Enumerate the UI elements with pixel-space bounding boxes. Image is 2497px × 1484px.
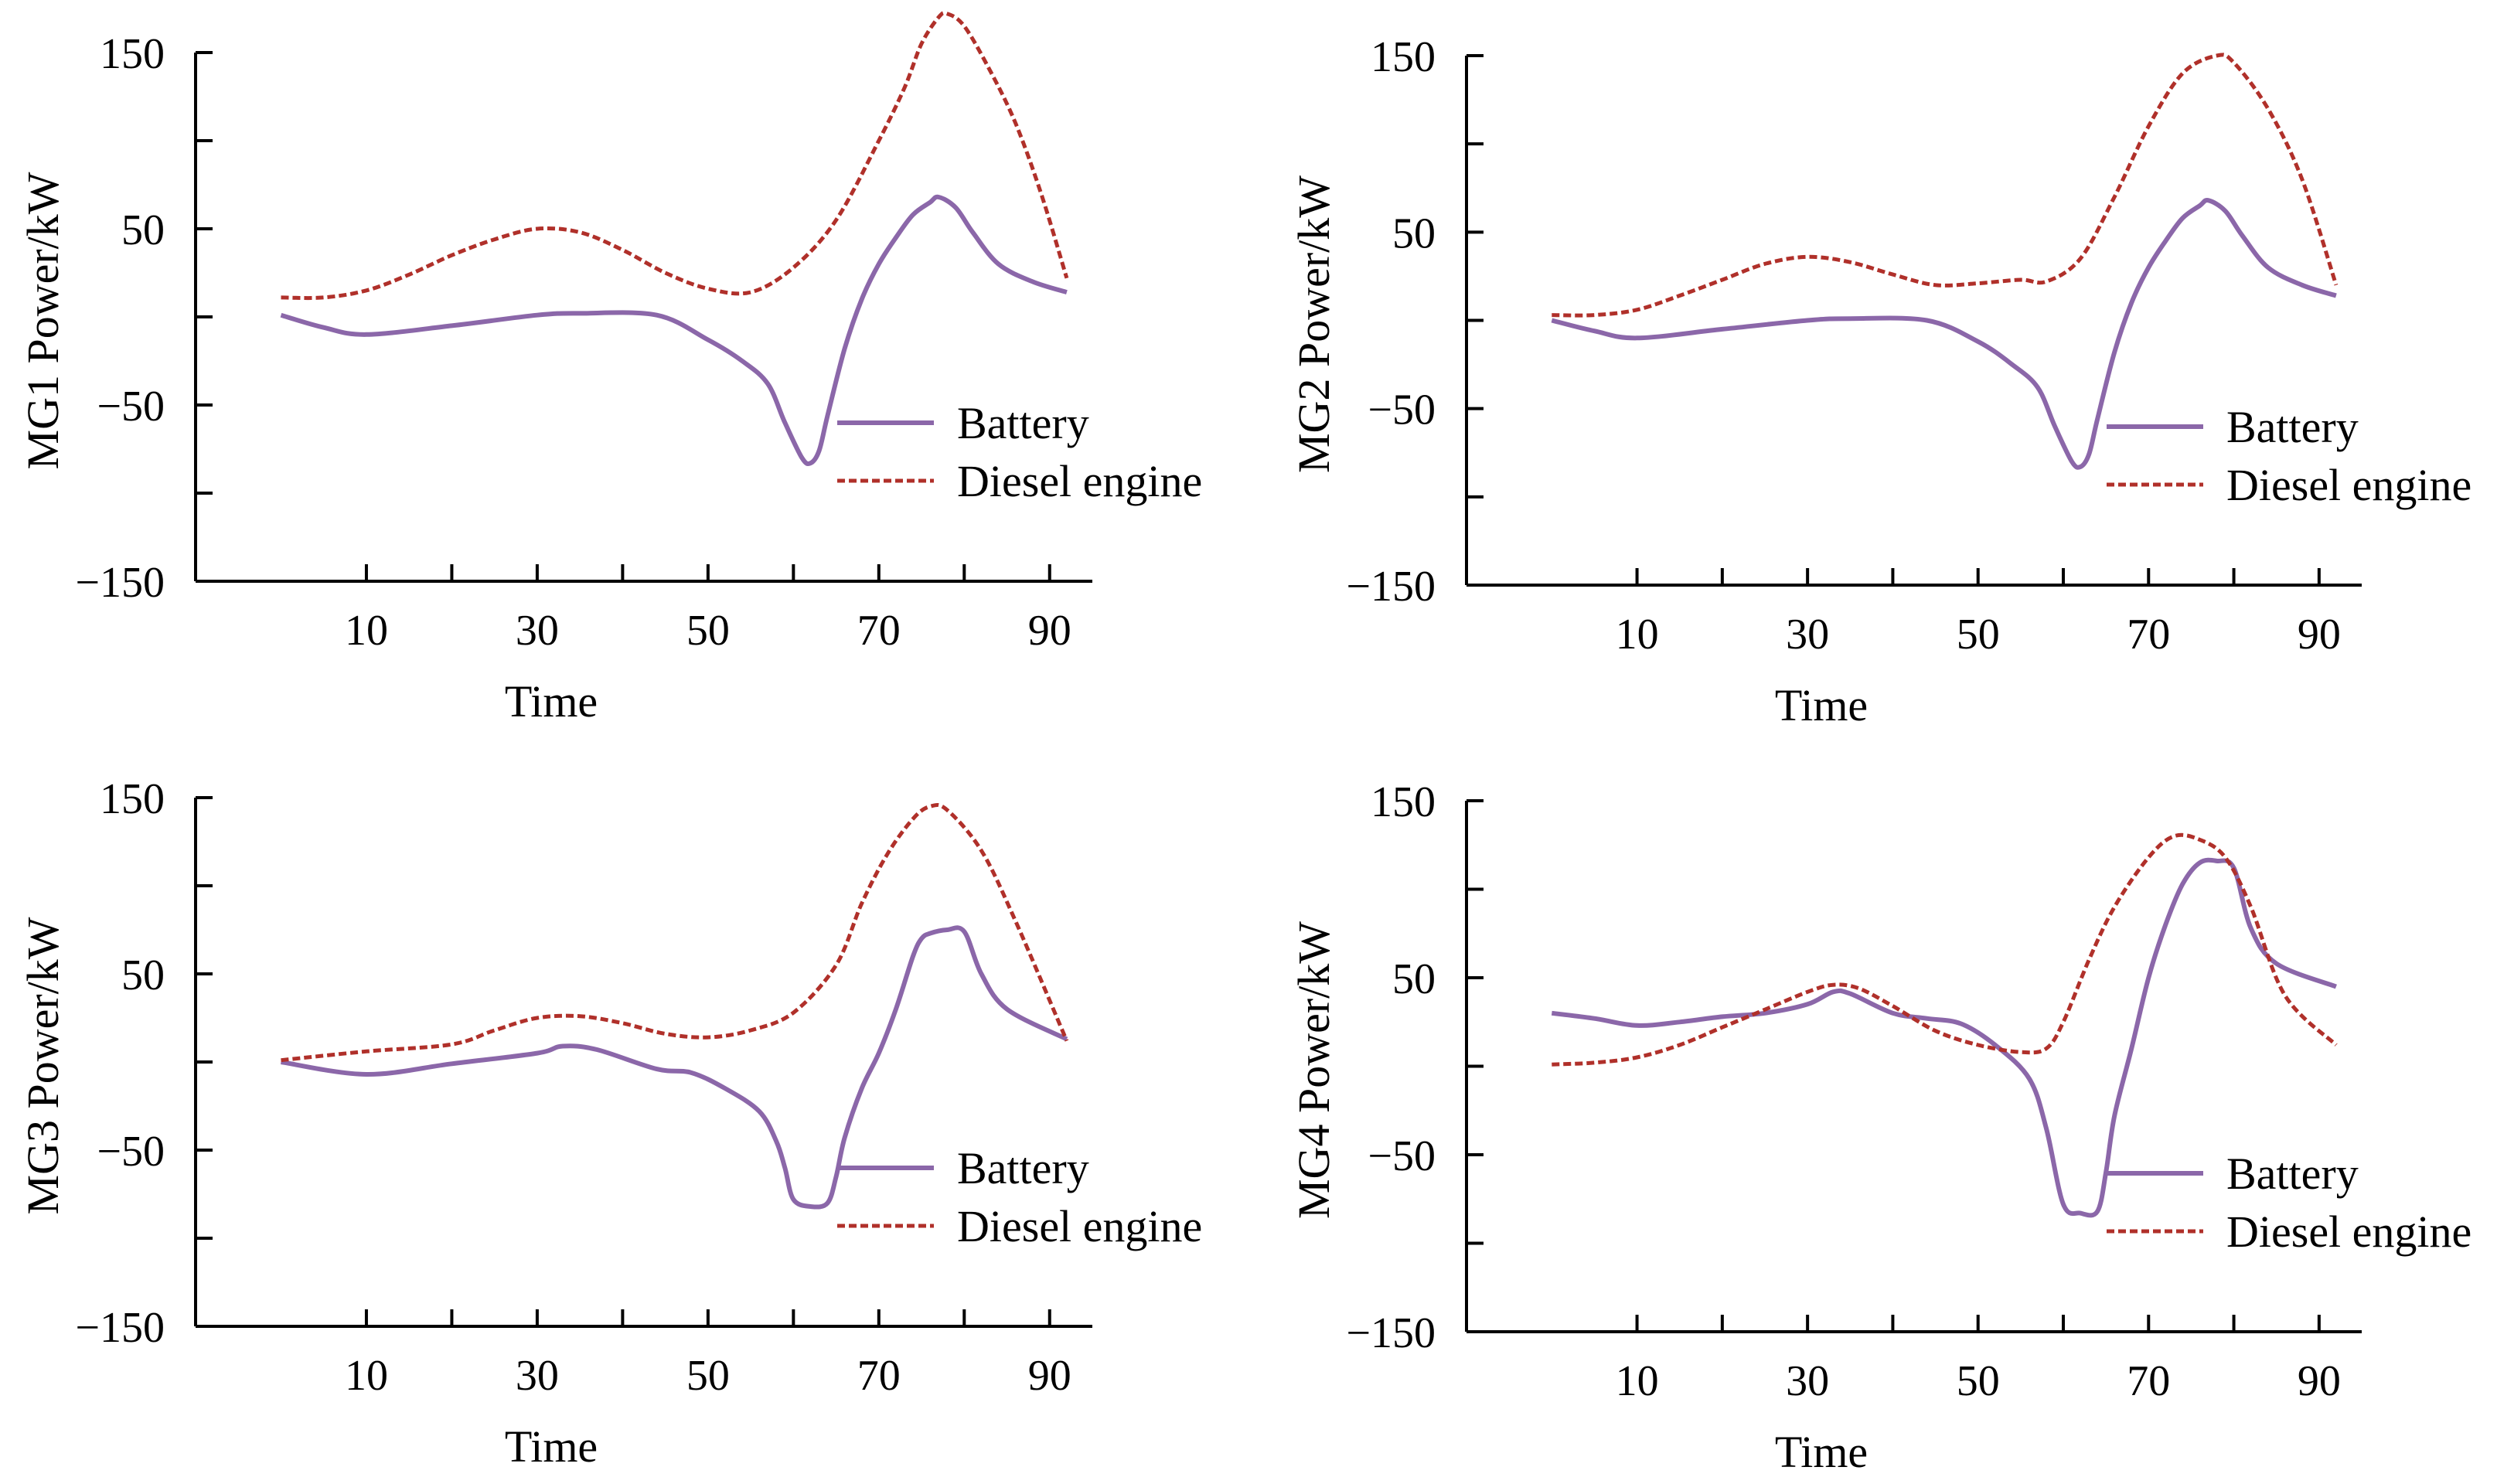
y-tick-label: −150 [1346,1309,1436,1357]
diesel-engine-series-line [1552,832,2338,1067]
x-tick-label: 90 [1028,1352,1071,1400]
x-tick-label: 10 [1616,611,1659,659]
y-tick-label: 50 [1392,209,1436,257]
y-tick-label: 150 [1371,778,1436,826]
diesel-engine-series-line [281,802,1069,1063]
battery-series-line [1551,198,2337,470]
y-tick-label: −50 [1368,1132,1436,1180]
y-tick-label: 150 [100,775,165,823]
chart-panel-mg2: −150 −50 50 150 10 30 50 70 90 Time MG2 Power/kW Ba… [1289,33,2471,730]
x-tick-label: 90 [1028,607,1071,655]
x-tick-label: 30 [1786,1357,1829,1405]
x-axis-label: Time [505,676,598,727]
y-tick-label: 50 [121,206,165,254]
y-tick-label: −150 [75,559,165,607]
y-axis-label: MG2 Power/kW [1289,175,1339,473]
x-tick-label: 50 [1957,611,2000,659]
y-axis-label: MG3 Power/kW [18,917,68,1214]
x-tick-label: 90 [2298,611,2341,659]
chart-panel-mg3: −150 −50 50 150 10 30 50 70 90 Time MG3 Power/kW Ba… [18,775,1202,1472]
legend-label: Battery [957,1143,1089,1193]
x-axis-label: Time [505,1421,598,1472]
y-axis-label: MG4 Power/kW [1289,921,1339,1219]
x-tick-label: 30 [1786,611,1829,659]
x-axis-label: Time [1775,1427,1868,1477]
x-tick-label: 50 [1957,1357,2000,1405]
legend-label: Battery [2226,402,2359,452]
x-tick-label: 10 [345,607,388,655]
x-tick-label: 30 [516,1352,559,1400]
x-tick-label: 70 [857,607,901,655]
battery-series-line [1551,857,2337,1218]
y-tick-label: −150 [1346,563,1436,611]
x-tick-label: 70 [2127,611,2170,659]
y-tick-label: 50 [1392,955,1436,1003]
y-tick-label: −50 [97,383,165,431]
x-tick-label: 70 [2127,1357,2170,1405]
y-tick-label: −50 [1368,386,1436,434]
diesel-engine-series-line [1552,53,2339,318]
x-tick-label: 50 [686,1352,730,1400]
legend-label: Diesel engine [2226,460,2471,510]
legend-label: Battery [2226,1149,2359,1199]
legend-label: Battery [957,398,1089,448]
diesel-engine-series-line [281,11,1069,301]
battery-series-line [281,925,1068,1210]
x-tick-label: 90 [2298,1357,2341,1405]
x-tick-label: 10 [345,1352,388,1400]
y-tick-label: 150 [100,30,165,78]
battery-series-line [280,194,1068,467]
y-tick-label: 50 [121,951,165,999]
y-tick-label: −150 [75,1304,165,1352]
legend-label: Diesel engine [957,456,1202,506]
chart-panel-mg1: −150 −50 50 150 10 30 50 70 90 Time MG1 Power/kW Ba… [18,11,1202,727]
x-tick-label: 30 [516,607,559,655]
x-tick-label: 10 [1616,1357,1659,1405]
x-axis-label: Time [1775,680,1868,730]
y-tick-label: −50 [97,1128,165,1176]
x-tick-label: 50 [686,607,730,655]
chart-panel-mg4: −150 −50 50 150 10 30 50 70 90 Time MG4 Power/kW Ba… [1289,778,2471,1477]
x-tick-label: 70 [857,1352,901,1400]
y-tick-label: 150 [1371,33,1436,81]
y-axis-label: MG1 Power/kW [18,172,68,469]
legend-label: Diesel engine [2226,1207,2471,1257]
legend-label: Diesel engine [957,1201,1202,1251]
